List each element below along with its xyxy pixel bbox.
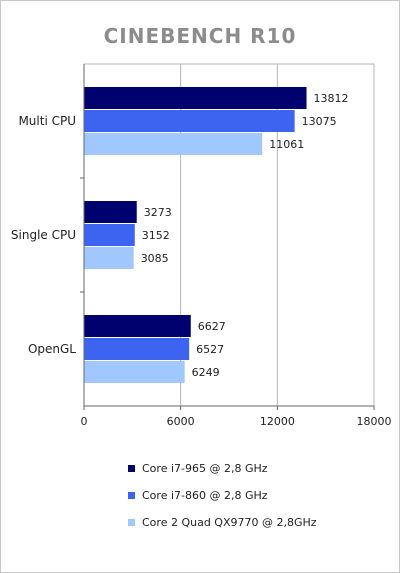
- data-label: 13812: [314, 92, 349, 105]
- x-tick-label: 6000: [167, 415, 195, 428]
- x-tick-label: 18000: [357, 415, 392, 428]
- axes: [80, 64, 375, 410]
- bar: [84, 224, 135, 246]
- category-label: Single CPU: [11, 228, 76, 242]
- x-tick-label: 12000: [260, 415, 295, 428]
- data-label: 6627: [198, 320, 226, 333]
- data-label: 3085: [141, 252, 169, 265]
- bars: [84, 87, 307, 383]
- bar: [84, 110, 295, 132]
- legend: Core i7-965 @ 2,8 GHz Core i7-860 @ 2,8 …: [128, 455, 393, 536]
- legend-label: Core i7-965 @ 2,8 GHz: [142, 462, 268, 475]
- bar: [84, 338, 190, 360]
- bar: [84, 247, 134, 269]
- category-label: OpenGL: [28, 342, 76, 356]
- legend-label: Core i7-860 @ 2,8 GHz: [142, 489, 268, 502]
- legend-swatch: [128, 519, 135, 526]
- category-label: Multi CPU: [18, 114, 76, 128]
- data-label: 6527: [196, 343, 224, 356]
- data-label: 11061: [269, 138, 304, 151]
- legend-swatch: [128, 492, 135, 499]
- bar: [84, 201, 137, 223]
- data-label: 13075: [302, 115, 337, 128]
- legend-item: Core i7-860 @ 2,8 GHz: [128, 482, 393, 509]
- legend-label: Core 2 Quad QX9770 @ 2,8GHz: [142, 516, 317, 529]
- bar-chart: 0 6000 12000 18000 13812 13075 11061 Multi CPU 3…: [11, 63, 392, 428]
- data-label: 3273: [144, 206, 172, 219]
- bar: [84, 361, 185, 383]
- data-label: 3152: [142, 229, 170, 242]
- legend-swatch: [128, 465, 135, 472]
- data-label: 6249: [192, 366, 220, 379]
- bar: [84, 133, 263, 155]
- legend-item: Core i7-965 @ 2,8 GHz: [128, 455, 393, 482]
- bar: [84, 315, 191, 337]
- legend-item: Core 2 Quad QX9770 @ 2,8GHz: [128, 509, 393, 536]
- chart-title: CINEBENCH R10: [103, 24, 297, 48]
- labels: 0 6000 12000 18000 13812 13075 11061 Multi CPU 3…: [11, 92, 392, 428]
- x-tick-label: 0: [81, 415, 88, 428]
- bar: [84, 87, 307, 109]
